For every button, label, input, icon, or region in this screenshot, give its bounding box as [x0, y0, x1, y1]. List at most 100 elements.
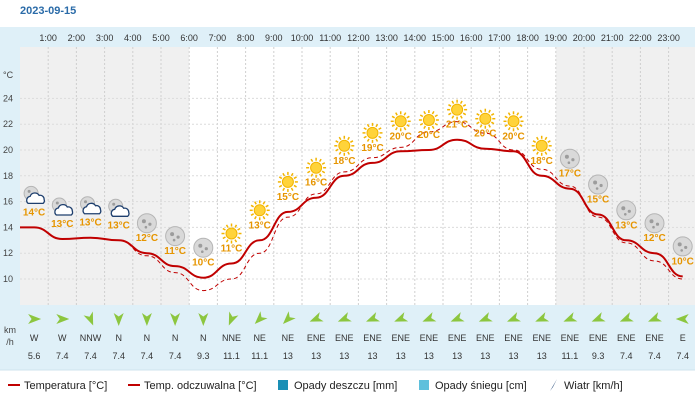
wind-arrow-shape — [507, 312, 521, 322]
sun-ray — [419, 122, 424, 126]
hour-label: 21:00 — [601, 33, 624, 43]
sun-ray — [293, 184, 297, 188]
sun-ray — [349, 140, 354, 143]
sun-ray — [321, 162, 326, 165]
sun-icon — [531, 135, 552, 156]
sun-ray — [490, 113, 495, 116]
wind-arrow-shape — [450, 312, 465, 322]
legend-label: Temp. odczuwalna [°C] — [144, 380, 257, 392]
sun-ray — [318, 158, 322, 163]
sun-ray — [265, 204, 269, 208]
moon-icon — [616, 200, 637, 221]
sun-ray — [448, 112, 452, 116]
moon-disc — [193, 237, 214, 258]
hour-label: 6:00 — [180, 33, 198, 43]
wind-direction-label: ENE — [532, 333, 551, 343]
wind-arrow-icon — [535, 312, 550, 322]
moon-crater — [624, 213, 627, 216]
wind-direction-label: ENE — [561, 333, 580, 343]
wind-speed-label: 11.1 — [561, 351, 578, 361]
temperature-data-label: 13°C — [108, 220, 130, 231]
hour-label: 1:00 — [39, 33, 57, 43]
wind-direction-label: ENE — [307, 333, 326, 343]
wind-speed-label: 7.4 — [676, 351, 689, 361]
wind-arrow-shape — [535, 312, 550, 322]
wind-direction-label: N — [144, 333, 151, 343]
sun-disc — [338, 139, 351, 152]
wind-speed-label: 7.4 — [141, 351, 154, 361]
wind-arrow-icon — [619, 312, 634, 322]
sun-disc — [479, 112, 492, 125]
wind-arrow-shape — [675, 314, 689, 324]
wind-speed-label: 13 — [452, 351, 462, 361]
wind-arrow-icon — [450, 312, 465, 322]
hour-label: 11:00 — [319, 33, 341, 43]
moon-icon — [559, 148, 580, 169]
sun-disc — [366, 126, 379, 139]
partly-cloudy-night-icon — [23, 185, 45, 205]
hour-header — [20, 27, 695, 47]
partly-cloudy-night-icon — [51, 197, 74, 216]
sun-ray — [406, 124, 410, 127]
moon-disc — [559, 148, 580, 169]
wind-direction-label: E — [680, 333, 686, 343]
sun-icon — [306, 157, 327, 178]
sun-ray — [519, 115, 523, 119]
sun-ray — [406, 115, 410, 119]
temperature-data-label: 18°C — [333, 156, 355, 167]
moon-icon — [165, 226, 186, 247]
wind-direction-label: NE — [282, 333, 295, 343]
moon-crater — [144, 225, 148, 229]
sun-ray — [544, 151, 548, 155]
wind-arrow-shape — [478, 312, 493, 322]
cloud-shape — [110, 205, 130, 217]
sun-ray — [423, 125, 427, 130]
sun-ray — [462, 112, 467, 116]
wind-direction-label: ENE — [617, 333, 636, 343]
moon-crater — [112, 202, 116, 206]
sun-ray — [391, 124, 396, 127]
sun-ray — [335, 148, 339, 152]
moon-crater — [148, 222, 152, 226]
wind-speed-label: 13 — [311, 351, 321, 361]
sun-ray — [278, 184, 283, 188]
sun-ray — [490, 121, 495, 125]
wind-direction-label: ENE — [391, 333, 410, 343]
moon-crater — [141, 219, 146, 224]
wind-arrow-icon — [675, 314, 689, 324]
wind-unit-part: km — [4, 325, 16, 335]
sun-ray — [532, 140, 537, 143]
hour-label: 9:00 — [265, 33, 283, 43]
sun-ray — [451, 115, 455, 119]
moon-icon — [136, 213, 157, 234]
wind-arrow-icon — [254, 311, 268, 324]
wind-direction-label: ENE — [420, 333, 439, 343]
wind-unit-part: /h — [6, 337, 14, 347]
wind-speed-label: 13 — [424, 351, 434, 361]
temperature-data-label: 13°C — [615, 220, 637, 231]
sun-ray — [547, 148, 551, 152]
temperature-data-label: 16°C — [305, 178, 327, 189]
hour-label: 23:00 — [657, 33, 680, 43]
sun-disc — [422, 114, 435, 126]
wind-speed-label: 7.4 — [169, 351, 182, 361]
moon-icon — [672, 236, 693, 257]
sun-disc — [535, 139, 548, 152]
hour-label: 14:00 — [404, 33, 427, 43]
moon-crater — [680, 249, 683, 252]
sun-disc — [394, 115, 407, 128]
legend-snow-swatch — [419, 380, 429, 390]
sun-ray — [335, 140, 339, 143]
wind-arrow-icon — [282, 311, 296, 324]
moon-crater — [176, 235, 180, 239]
sun-ray — [225, 239, 229, 243]
wind-speed-label: 7.4 — [56, 351, 69, 361]
sun-ray — [310, 158, 314, 163]
sun-ray — [488, 124, 491, 128]
wind-arrow-icon — [309, 312, 324, 322]
feels-like-series-line — [20, 121, 683, 292]
hour-label: 13:00 — [375, 33, 398, 43]
hour-label: 10:00 — [291, 33, 314, 43]
sun-ray — [347, 136, 350, 141]
wind-direction-label: ENE — [476, 333, 495, 343]
